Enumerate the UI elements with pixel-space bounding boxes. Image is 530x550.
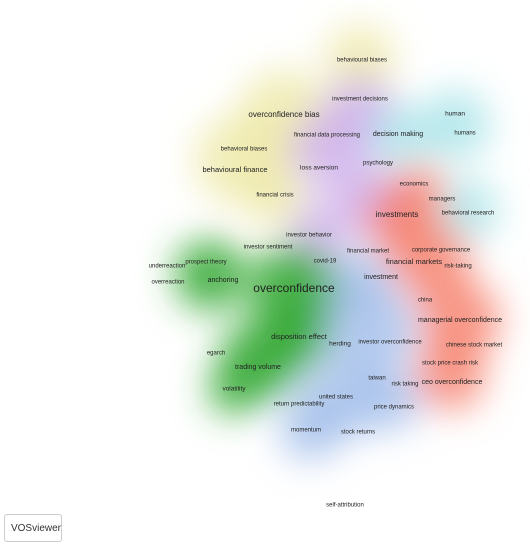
density-blob [325,285,415,375]
node-label[interactable]: trading volume [235,364,281,371]
density-blob [290,200,350,260]
node-label[interactable]: risk taking [391,382,418,388]
node-label[interactable]: prospect theory [185,260,226,266]
node-label[interactable]: overconfidence bias [248,110,319,119]
labels-layer: behavioural biases investment decisions ov… [149,58,503,509]
node-label[interactable]: financial market [347,249,389,255]
node-label[interactable]: investment [364,274,398,281]
node-label[interactable]: self-attribution [326,503,364,509]
node-label[interactable]: managerial overconfidence [418,317,502,324]
node-label[interactable]: taiwan [368,376,385,382]
node-label[interactable]: human [445,111,465,118]
node-label[interactable]: financial data processing [294,133,360,139]
node-label[interactable]: china [418,298,433,304]
density-blob [269,307,329,367]
density-blob [390,220,470,300]
node-label[interactable]: managers [429,197,456,203]
node-label[interactable]: underreaction [149,264,186,270]
node-label[interactable]: investor sentiment [244,245,293,251]
node-label[interactable]: stock price crash risk [422,361,479,367]
density-blob [330,250,390,310]
node-label[interactable]: anchoring [208,277,239,284]
density-blob [360,370,420,430]
node-label[interactable]: stock returns [341,430,375,436]
node-label[interactable]: chinese stock market [446,343,503,349]
density-blob [175,240,245,310]
density-blob [415,340,485,410]
density-blob [325,25,395,95]
node-label[interactable]: investor overconfidence [358,340,422,346]
node-label[interactable]: behavioural biases [337,58,387,64]
node-label[interactable]: egarch [207,351,225,357]
density-blob [370,105,430,165]
node-label[interactable]: decision making [373,131,423,138]
node-label[interactable]: financial markets [386,257,443,266]
node-label[interactable]: behavioral biases [221,147,268,153]
node-label[interactable]: loss aversion [300,165,338,172]
logo-icon [8,521,9,535]
node-label[interactable]: return predictability [274,402,325,408]
node-label[interactable]: volatility [222,386,246,393]
node-label[interactable]: behavioral research [442,211,495,217]
node-label[interactable]: financial crisis [256,193,293,199]
node-label[interactable]: psychology [363,161,393,167]
node-label[interactable]: overconfidence [253,281,335,295]
density-blob [245,165,305,225]
vosviewer-logo[interactable]: VOSviewer [4,514,62,542]
node-label[interactable]: behavioural finance [202,165,267,174]
node-label[interactable]: economics [400,182,429,188]
density-blob [395,165,445,215]
density-blob [438,180,498,240]
density-layer [175,25,500,460]
node-label[interactable]: corporate governance [412,248,471,254]
node-label[interactable]: covid-19 [314,259,337,265]
node-label[interactable]: price dynamics [374,405,414,411]
node-label[interactable]: risk-taking [444,264,471,270]
node-label[interactable]: united states [319,395,353,401]
logo-text: VOSviewer [10,522,61,534]
density-blob [420,90,490,160]
node-label[interactable]: investor behavior [286,233,332,239]
density-blob [249,244,339,334]
node-label[interactable]: humans [454,131,475,137]
node-label[interactable]: overreaction [151,280,184,286]
density-blob [280,400,340,460]
node-label[interactable]: disposition effect [271,332,328,341]
density-blob [290,110,370,190]
density-blob [209,364,259,414]
node-label[interactable]: herding [329,341,351,348]
node-label[interactable]: investments [376,210,419,219]
node-label[interactable]: ceo overconfidence [422,379,483,386]
density-blob [420,280,500,360]
node-label[interactable]: momentum [291,428,321,434]
node-label[interactable]: investment decisions [332,97,388,103]
